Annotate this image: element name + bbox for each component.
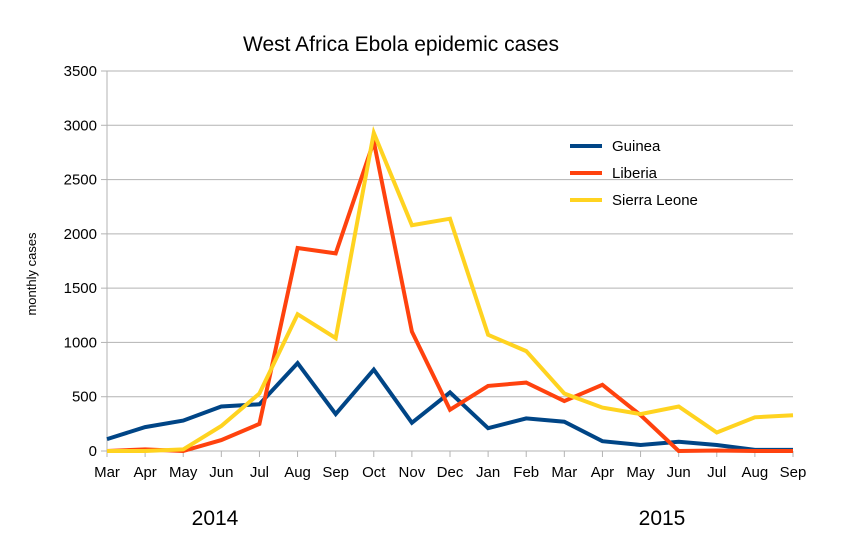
x-tick-labels: Mar Apr May Jun Jul Aug Sep Oct Nov Dec Jan Feb Mar A… bbox=[94, 464, 806, 481]
x-tick-label: Jan bbox=[476, 464, 500, 481]
x-tick-label: Jun bbox=[209, 464, 233, 481]
y-tick-label: 0 bbox=[89, 443, 97, 460]
series-line-guinea bbox=[106, 359, 793, 452]
x-tick-label: Dec bbox=[437, 464, 464, 481]
series-lines bbox=[106, 125, 794, 454]
legend-label: Sierra Leone bbox=[612, 192, 698, 209]
year-label-2014: 2014 bbox=[192, 507, 239, 530]
y-tick-label: 2000 bbox=[64, 226, 97, 243]
x-tick-label: Nov bbox=[399, 464, 426, 481]
x-tick-label: Sep bbox=[780, 464, 807, 481]
x-tick-label: Aug bbox=[284, 464, 311, 481]
y-axis-label: monthly cases bbox=[24, 232, 39, 316]
x-tick-label: Oct bbox=[362, 464, 386, 481]
legend: Guinea Liberia Sierra Leone bbox=[570, 138, 698, 209]
x-tick-label: Jul bbox=[250, 464, 269, 481]
x-tick-label: Sep bbox=[322, 464, 349, 481]
series-line-sierra-leone bbox=[107, 125, 794, 453]
year-label-2015: 2015 bbox=[639, 507, 686, 530]
x-tick-label: Mar bbox=[94, 464, 120, 481]
chart-title: West Africa Ebola epidemic cases bbox=[243, 33, 559, 56]
y-tick-label: 3500 bbox=[64, 63, 97, 80]
y-tick-label: 1000 bbox=[64, 334, 97, 351]
y-tick-label: 1500 bbox=[64, 280, 97, 297]
x-tick-label: Apr bbox=[591, 464, 614, 481]
y-tick-label: 500 bbox=[72, 389, 97, 406]
legend-label: Liberia bbox=[612, 165, 658, 182]
x-tick-label: May bbox=[169, 464, 198, 481]
x-tick-label: Feb bbox=[513, 464, 539, 481]
legend-label: Guinea bbox=[612, 138, 661, 155]
x-tick-label: Jul bbox=[707, 464, 726, 481]
y-tick-label: 3000 bbox=[64, 117, 97, 134]
y-tick-label: 2500 bbox=[64, 172, 97, 189]
x-tick-label: Mar bbox=[551, 464, 577, 481]
x-tick-label: Jun bbox=[667, 464, 691, 481]
gridlines bbox=[101, 70, 794, 457]
x-tick-label: May bbox=[626, 464, 655, 481]
x-tick-label: Apr bbox=[133, 464, 156, 481]
series-line-liberia bbox=[106, 133, 793, 454]
x-tick-label: Aug bbox=[742, 464, 769, 481]
y-tick-labels: 0 500 1000 1500 2000 2500 3000 3500 bbox=[64, 63, 97, 460]
